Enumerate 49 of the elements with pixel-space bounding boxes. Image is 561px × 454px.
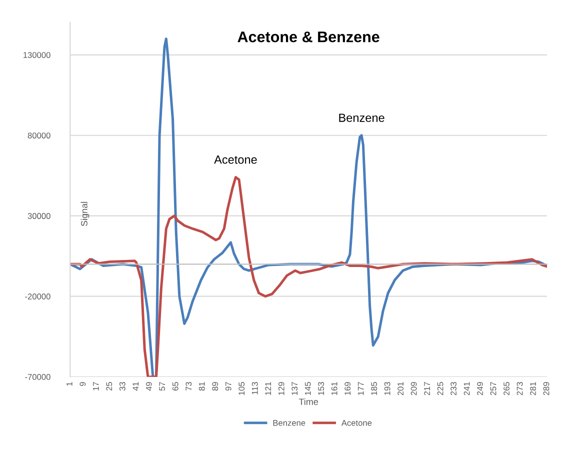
x-tick-label: 265 (504, 382, 510, 396)
x-tick-label: 41 (132, 382, 139, 391)
y-tick-label: 80000 (28, 132, 50, 138)
y-tick-label: 30000 (28, 213, 50, 219)
x-tick-label: 33 (119, 382, 126, 391)
x-tick-label: 113 (252, 382, 258, 394)
x-tick-label: 137 (292, 382, 298, 395)
x-tick-label: 145 (304, 382, 311, 395)
x-tick-label: 25 (106, 382, 112, 391)
x-tick-label: 17 (93, 382, 99, 390)
legend-label: Benzene (273, 420, 306, 426)
annotation: Benzene (339, 114, 384, 122)
x-tick-label: 89 (212, 382, 218, 391)
annotation: Acetone (214, 156, 257, 164)
x-tick-label: 169 (344, 382, 351, 395)
x-tick-label: 73 (186, 382, 192, 391)
x-tick-label: 153 (318, 382, 324, 395)
x-tick-label: 97 (225, 382, 232, 391)
x-tick-label: 273 (516, 382, 523, 396)
y-tick-label: -20000 (25, 294, 50, 300)
x-tick-label: 201 (398, 382, 404, 396)
x-tick-label: 193 (384, 382, 390, 395)
chart-title: Acetone & Benzene (238, 32, 380, 42)
x-tick-label: 209 (410, 382, 417, 396)
x-tick-label: 185 (371, 382, 378, 395)
x-tick-label: 177 (358, 382, 364, 395)
x-axis-title: Time (298, 398, 318, 405)
x-tick-label: 105 (238, 382, 245, 395)
y-axis-title: Signal (80, 202, 90, 226)
x-tick-label: 281 (530, 382, 536, 396)
x-tick-label: 289 (543, 382, 550, 396)
x-tick-label: 57 (159, 382, 166, 391)
x-tick-label: 1 (66, 382, 72, 386)
x-tick-label: 233 (450, 382, 456, 396)
y-tick-label: 130000 (24, 52, 50, 58)
x-tick-label: 241 (464, 382, 470, 396)
x-tick-label: 225 (437, 382, 444, 396)
x-tick-label: 249 (477, 382, 483, 396)
x-tick-label: 161 (331, 382, 338, 395)
y-tick-label: -70000 (25, 374, 50, 380)
x-tick-label: 217 (424, 382, 430, 396)
x-tick-label: 257 (490, 382, 496, 396)
x-tick-label: 81 (198, 382, 205, 391)
legend-label: Acetone (341, 420, 372, 426)
x-tick-label: 9 (80, 382, 86, 386)
x-tick-label: 49 (146, 382, 152, 391)
x-tick-label: 129 (278, 382, 284, 395)
x-tick-label: 121 (265, 382, 271, 395)
x-tick-label: 65 (172, 382, 178, 391)
